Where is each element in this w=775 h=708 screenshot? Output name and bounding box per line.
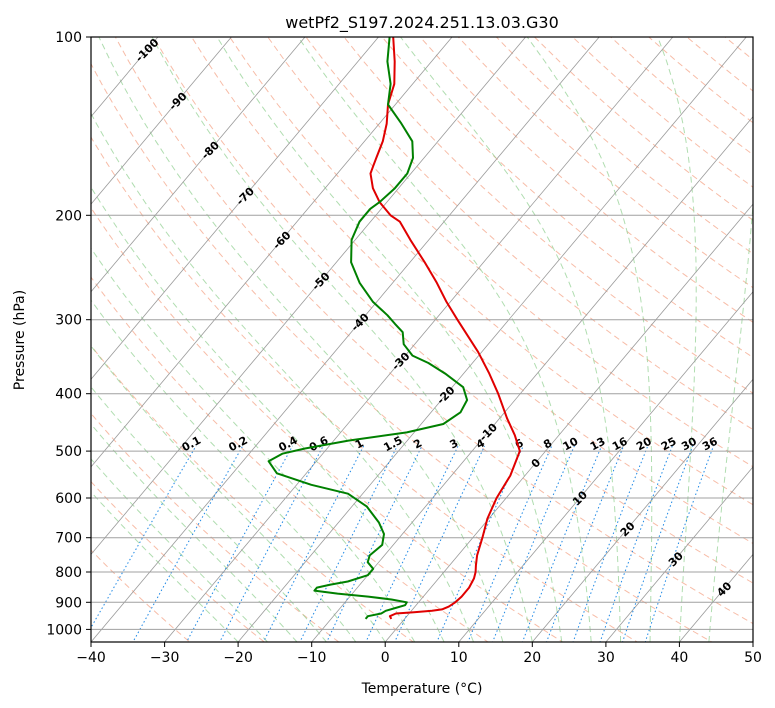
x-tick-label: 0	[381, 650, 390, 666]
profile-lines	[267, 37, 521, 620]
mixing-ratio-label: 10	[561, 435, 581, 454]
isotherm	[384, 203, 753, 642]
isotherm	[164, 37, 674, 642]
dry-adiabat	[229, 37, 753, 506]
isotherm	[531, 378, 753, 642]
moist-adiabat	[297, 37, 592, 642]
isotherm	[91, 37, 453, 468]
pressure-gridlines	[91, 37, 753, 630]
dry-adiabat	[152, 37, 753, 584]
temperature-profile-line	[369, 37, 521, 620]
isotherm	[311, 116, 753, 642]
isotherm	[91, 37, 600, 642]
y-axis-ticks: 100 200 300 400 500 600 700 800 900 1000	[46, 30, 91, 638]
x-tick-label: 10	[450, 650, 468, 666]
moist-adiabat	[91, 299, 386, 642]
isotherm	[605, 466, 753, 642]
mixing-ratio-label: 30	[679, 435, 699, 454]
x-tick-label: 20	[523, 650, 541, 666]
y-tick-label: 600	[55, 491, 82, 507]
isotherm	[237, 37, 747, 642]
x-tick-label: −10	[297, 650, 327, 666]
moist-adiabat	[400, 37, 622, 642]
y-axis-label: Pressure (hPa)	[12, 290, 28, 390]
y-tick-label: 900	[55, 595, 82, 611]
dry-adiabat	[381, 37, 753, 358]
mixing-ratio-line	[467, 445, 553, 642]
y-tick-label: 800	[55, 565, 82, 581]
isotherm	[91, 37, 526, 556]
mixing-ratio-line	[546, 445, 625, 642]
mixing-ratio-line	[644, 445, 714, 642]
moist-adiabat	[91, 112, 474, 642]
background-reference-lines	[91, 37, 753, 642]
mixing-ratio-label: 20	[634, 435, 654, 454]
y-tick-label: 500	[55, 444, 82, 460]
dry-adiabat	[91, 549, 191, 642]
dry-adiabat	[91, 276, 489, 642]
dry-adiabat	[91, 136, 639, 642]
moist-adiabat	[708, 199, 753, 642]
isotherm	[91, 37, 379, 380]
dry-adiabat	[267, 37, 753, 468]
y-tick-label: 700	[55, 531, 82, 547]
x-tick-label: −30	[150, 650, 180, 666]
dry-adiabat	[114, 37, 753, 625]
dry-adiabat	[305, 37, 753, 431]
mixing-ratio-line	[91, 445, 197, 629]
mixing-ratio-line	[492, 445, 575, 642]
x-tick-label: −20	[223, 650, 253, 666]
y-tick-label: 300	[55, 313, 82, 329]
moist-adiabat	[526, 37, 653, 642]
mixing-ratio-label: 16	[610, 435, 630, 454]
mixing-ratio-label: 13	[588, 435, 608, 454]
mixing-ratio-label: 25	[659, 435, 679, 454]
dry-adiabat	[91, 62, 713, 642]
chart-title: wetPf2_S197.2024.251.13.03.G30	[285, 13, 559, 33]
moist-adiabat	[91, 247, 416, 642]
moist-adiabat	[151, 37, 533, 642]
x-tick-label: 50	[744, 650, 762, 666]
dewpoint-profile-line	[267, 37, 469, 620]
x-tick-label: −40	[76, 650, 106, 666]
dry-adiabat	[91, 206, 564, 642]
y-tick-label: 400	[55, 387, 82, 403]
mixing-ratio-line	[299, 445, 398, 642]
x-tick-label: 30	[597, 650, 615, 666]
mixing-ratio-line	[622, 445, 694, 642]
x-tick-label: 40	[670, 650, 688, 666]
mixing-ratio-line	[365, 445, 459, 642]
dry-adiabat	[91, 344, 415, 642]
moist-adiabat	[98, 37, 504, 642]
mixing-ratio-line	[572, 445, 649, 642]
isotherm	[91, 37, 232, 205]
dry-adiabat	[91, 412, 340, 642]
isotherm	[458, 291, 753, 642]
dry-adiabat	[457, 37, 753, 289]
dry-adiabat	[419, 37, 753, 323]
y-tick-label: 200	[55, 208, 82, 224]
y-tick-label: 1000	[46, 622, 82, 638]
moist-adiabat	[657, 37, 697, 642]
moist-adiabat	[91, 186, 445, 642]
mixing-ratio-label: 36	[700, 435, 720, 454]
plot-frame	[90, 36, 754, 643]
moist-adiabat	[91, 386, 327, 642]
mixing-ratio-line	[599, 445, 673, 642]
isotherm	[91, 37, 306, 293]
y-tick-label: 100	[55, 30, 82, 46]
x-axis-label: Temperature (°C)	[361, 681, 483, 697]
x-axis-ticks: −40 −30 −20 −10 0 10 20 30 40 50	[76, 642, 762, 666]
mixing-ratio-line	[326, 445, 423, 642]
moist-adiabat	[216, 37, 563, 642]
moist-adiabat	[91, 345, 357, 642]
